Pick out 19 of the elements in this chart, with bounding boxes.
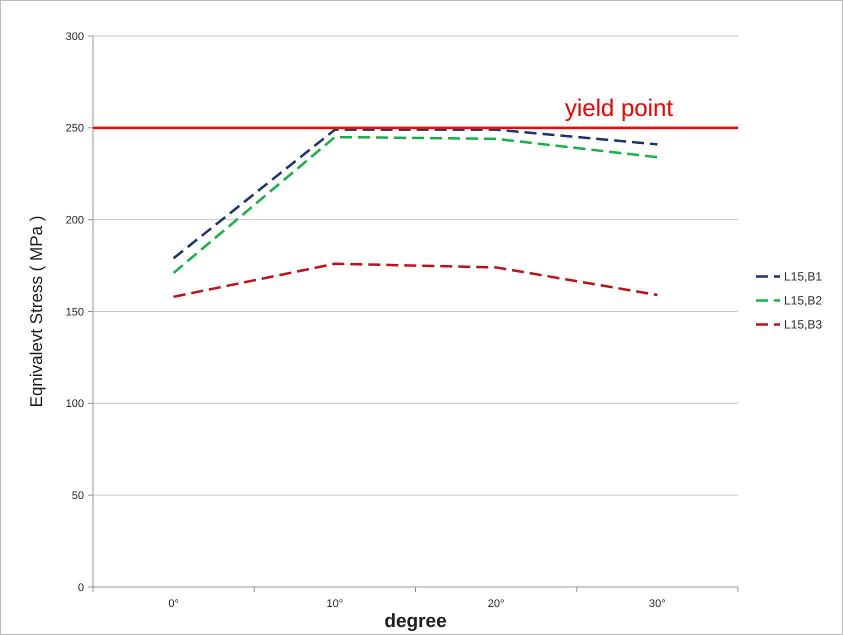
x-axis-title: degree [384,611,447,632]
y-tick-label: 250 [66,122,84,135]
y-axis-title: Eqnivalevt Stress ( MPa ) [27,216,46,408]
y-tick-label: 300 [66,30,84,43]
x-tick-label: 10° [326,598,344,610]
y-tick-label: 50 [72,490,84,502]
legend-label: L15,B1 [784,270,822,284]
y-tick-label: 100 [66,398,84,410]
legend-label: L15,B2 [784,294,822,308]
legend-label: L15,B3 [784,318,822,332]
ref-line-label: yield point [564,94,674,122]
x-tick-label: 0° [168,598,179,610]
y-tick-label: 0 [78,582,84,594]
line-series [172,136,659,274]
y-tick-label: 150 [66,306,84,318]
x-tick-label: 20° [488,598,504,610]
y-tick-label: 200 [66,214,84,227]
x-tick-label: 30° [649,598,666,610]
line-series [172,262,659,298]
